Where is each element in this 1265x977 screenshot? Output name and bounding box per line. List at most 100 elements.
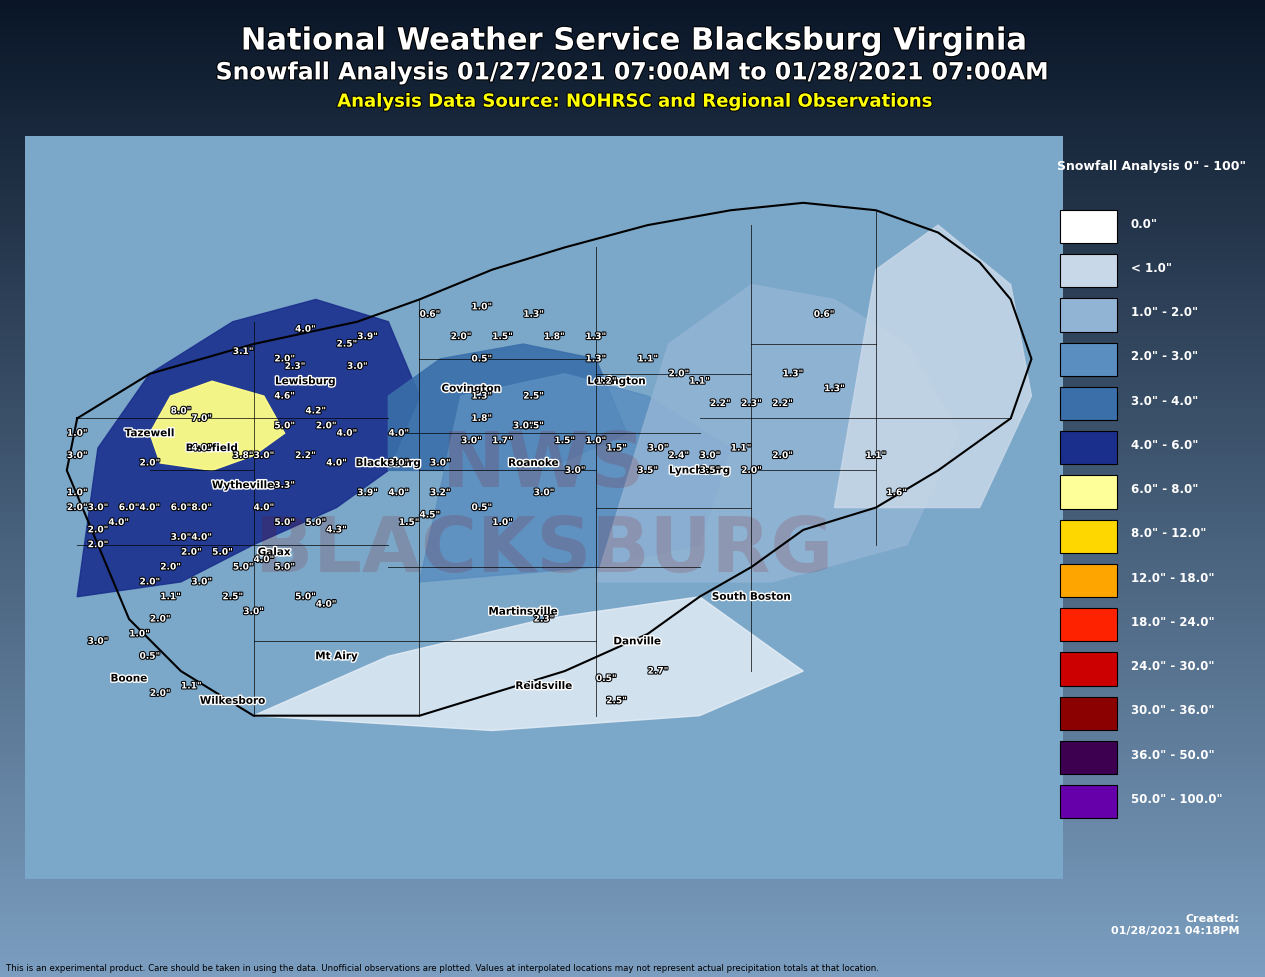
Text: 0.5": 0.5" xyxy=(472,355,492,364)
Text: 1.5": 1.5" xyxy=(492,333,512,342)
Text: This is an experimental product. Care should be taken in using the data. Unoffic: This is an experimental product. Care sh… xyxy=(6,963,879,972)
Text: 3.1": 3.1" xyxy=(233,348,253,357)
Bar xyxy=(1060,520,1117,553)
Text: 3.2": 3.2" xyxy=(430,488,450,497)
Text: 4.5": 4.5" xyxy=(420,511,440,520)
Bar xyxy=(1060,609,1117,642)
Text: 0.5": 0.5" xyxy=(139,652,161,661)
Text: 18.0" - 24.0": 18.0" - 24.0" xyxy=(1131,616,1214,628)
Text: 4.2": 4.2" xyxy=(305,407,326,416)
Text: 3.5": 3.5" xyxy=(524,422,544,431)
Bar xyxy=(1060,697,1117,730)
Text: 3.0": 3.0" xyxy=(253,451,275,460)
Text: 2.2": 2.2" xyxy=(772,400,793,408)
Text: 24.0" - 30.0": 24.0" - 30.0" xyxy=(1131,659,1214,672)
Text: Mt Airy: Mt Airy xyxy=(315,652,358,661)
Text: 3.0": 3.0" xyxy=(430,459,450,468)
Text: 2.0": 2.0" xyxy=(668,370,689,379)
Text: 5.0": 5.0" xyxy=(295,593,316,602)
Text: Boone: Boone xyxy=(110,674,148,684)
Text: 2.0" - 3.0": 2.0" - 3.0" xyxy=(1131,350,1198,363)
Text: 1.0": 1.0" xyxy=(472,303,492,312)
Text: Bluefield: Bluefield xyxy=(186,444,238,453)
Text: 5.0": 5.0" xyxy=(275,563,295,572)
Text: 5.0": 5.0" xyxy=(305,519,326,528)
Text: 4.6": 4.6" xyxy=(275,392,295,402)
Text: 1.0" - 2.0": 1.0" - 2.0" xyxy=(1131,306,1198,319)
Text: 1.0": 1.0" xyxy=(129,630,149,639)
Bar xyxy=(1060,255,1117,288)
Text: Martinsville: Martinsville xyxy=(488,607,558,617)
Text: 2.2": 2.2" xyxy=(295,451,316,460)
Text: 2.0": 2.0" xyxy=(87,540,109,550)
Text: 1.3": 1.3" xyxy=(472,392,492,402)
Bar xyxy=(1060,299,1117,332)
Polygon shape xyxy=(420,374,731,582)
Text: 6.0" - 8.0": 6.0" - 8.0" xyxy=(1131,483,1198,495)
Text: 1.0": 1.0" xyxy=(492,519,512,528)
Text: 2.0": 2.0" xyxy=(316,422,336,431)
Text: 5.0": 5.0" xyxy=(233,563,253,572)
Text: < 1.0": < 1.0" xyxy=(1131,262,1171,275)
Text: 1.8": 1.8" xyxy=(472,414,492,423)
Text: 2.0": 2.0" xyxy=(139,577,161,587)
Text: Lexington: Lexington xyxy=(587,377,646,387)
Text: Snowfall Analysis 01/27/2021 07:00AM to 01/28/2021 07:00AM: Snowfall Analysis 01/27/2021 07:00AM to … xyxy=(215,62,1050,85)
Text: 3.0": 3.0" xyxy=(564,466,586,476)
Text: Wilkesboro: Wilkesboro xyxy=(200,696,266,706)
Text: 0.5": 0.5" xyxy=(596,674,616,683)
Polygon shape xyxy=(149,382,285,471)
Text: Created:
01/28/2021 04:18PM: Created: 01/28/2021 04:18PM xyxy=(1111,913,1240,935)
Text: 4.0": 4.0" xyxy=(326,459,347,468)
Text: 2.0": 2.0" xyxy=(741,466,762,476)
Text: 3.0": 3.0" xyxy=(67,451,87,460)
Text: 2.3": 2.3" xyxy=(741,400,762,408)
Text: 50.0" - 100.0": 50.0" - 100.0" xyxy=(1131,792,1222,805)
Text: 3.0": 3.0" xyxy=(648,445,668,453)
Text: 2.0": 2.0" xyxy=(161,563,181,572)
Text: 8.0" - 12.0": 8.0" - 12.0" xyxy=(1131,527,1207,540)
Text: 8.0": 8.0" xyxy=(171,407,191,416)
Text: 2.0": 2.0" xyxy=(139,459,161,468)
Text: 4.0" - 6.0": 4.0" - 6.0" xyxy=(1131,439,1198,451)
Text: 2.0": 2.0" xyxy=(149,615,171,624)
Bar xyxy=(1060,432,1117,465)
Text: 1.1": 1.1" xyxy=(181,682,201,691)
Polygon shape xyxy=(388,345,627,471)
Text: 0.0": 0.0" xyxy=(1131,218,1157,231)
Text: 4.0": 4.0" xyxy=(109,519,129,528)
Text: Lynchburg: Lynchburg xyxy=(669,466,730,476)
Text: 4.0": 4.0" xyxy=(139,503,161,513)
Text: 2.5": 2.5" xyxy=(606,697,627,705)
Text: 4.0": 4.0" xyxy=(388,429,409,439)
Text: 4.0": 4.0" xyxy=(336,429,357,439)
Text: 2.5": 2.5" xyxy=(524,392,544,402)
Bar xyxy=(1060,343,1117,376)
Text: Lewisburg: Lewisburg xyxy=(275,377,335,387)
Text: 7.0": 7.0" xyxy=(191,414,213,423)
Text: 2.0": 2.0" xyxy=(275,355,295,364)
Text: 3.0" - 4.0": 3.0" - 4.0" xyxy=(1131,395,1198,407)
Text: 2.0": 2.0" xyxy=(772,451,793,460)
Text: 2.0": 2.0" xyxy=(450,333,472,342)
Text: 3.0": 3.0" xyxy=(87,637,109,646)
Text: 3.9": 3.9" xyxy=(357,488,378,497)
Text: 3.0": 3.0" xyxy=(243,608,264,616)
Text: 3.8": 3.8" xyxy=(233,451,253,460)
Text: 6.0": 6.0" xyxy=(171,503,191,513)
Text: 3.0": 3.0" xyxy=(171,533,191,542)
Bar xyxy=(1060,653,1117,686)
Text: 4.0": 4.0" xyxy=(295,325,316,334)
Text: 1.0": 1.0" xyxy=(67,429,87,439)
Text: 3.0": 3.0" xyxy=(512,422,534,431)
Text: 3.0": 3.0" xyxy=(460,437,482,446)
Text: 2.0": 2.0" xyxy=(149,689,171,699)
Text: 30.0" - 36.0": 30.0" - 36.0" xyxy=(1131,703,1214,717)
Text: 3.0": 3.0" xyxy=(534,488,554,497)
Text: 1.2": 1.2" xyxy=(596,377,616,386)
Text: Galax: Galax xyxy=(258,547,291,558)
Text: 2.3": 2.3" xyxy=(534,615,554,624)
Polygon shape xyxy=(596,285,959,582)
Text: 2.5": 2.5" xyxy=(223,593,243,602)
Polygon shape xyxy=(77,300,420,597)
